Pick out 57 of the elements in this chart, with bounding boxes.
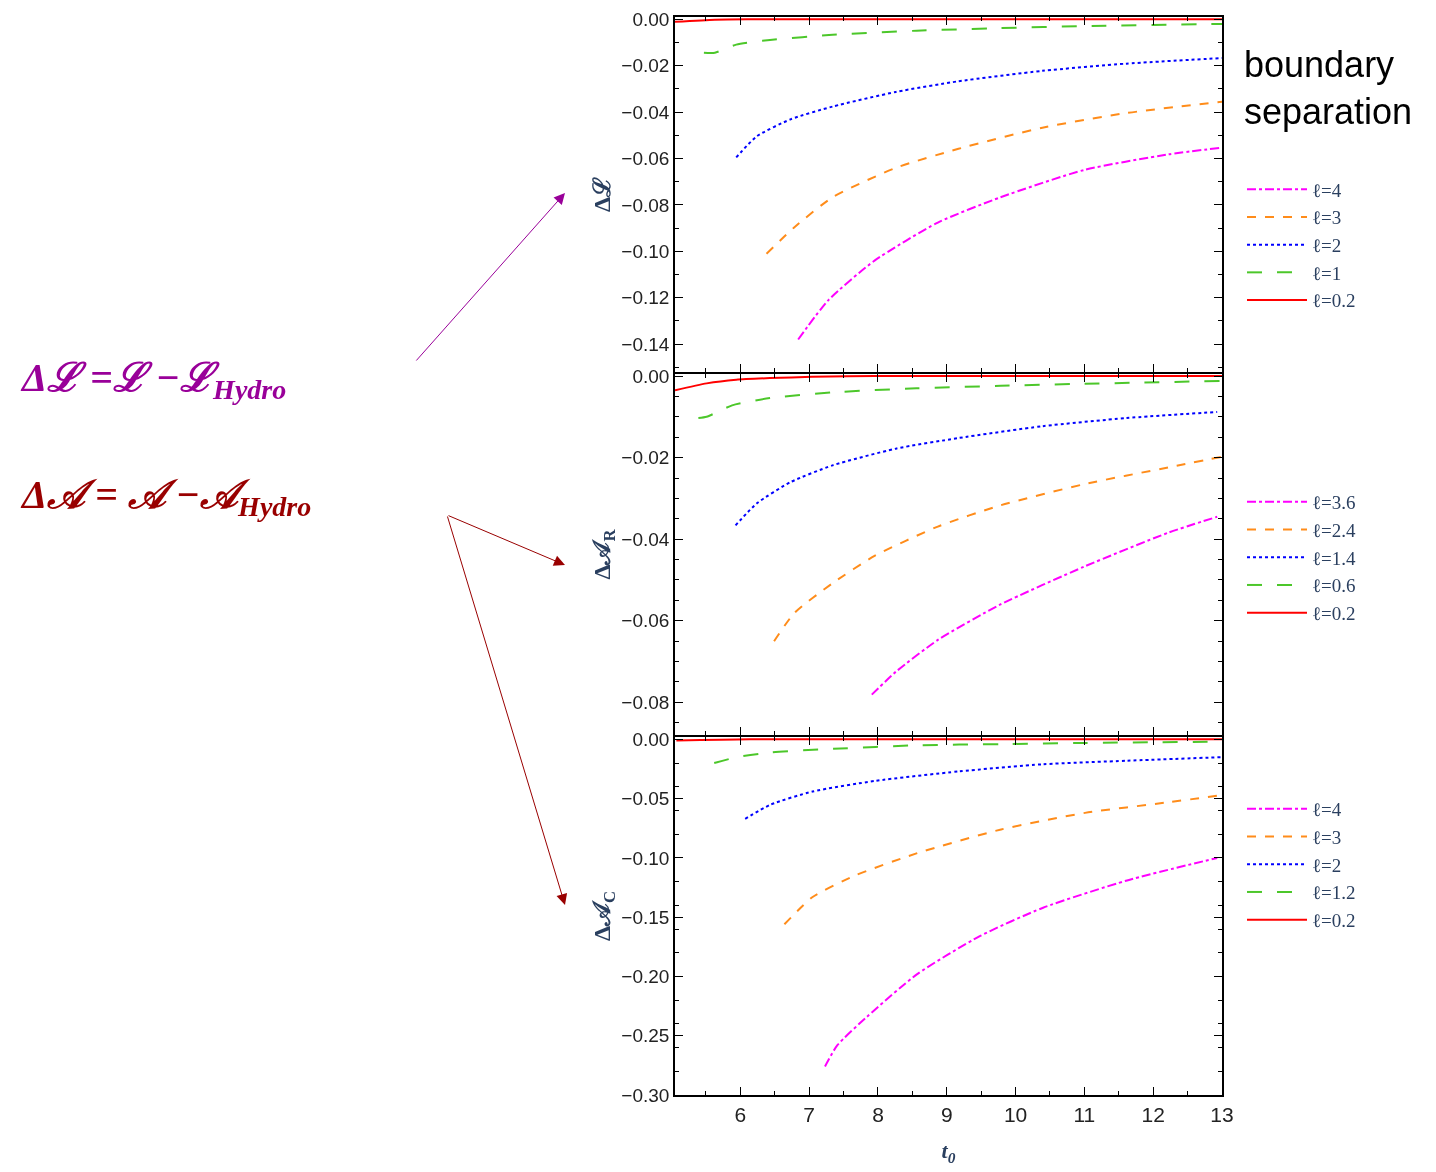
x-axis-title: t$_{0}$ [941, 1138, 956, 1166]
x-tick-label: 9 [940, 1102, 953, 1126]
y-tick-label: −0.20 [621, 966, 670, 988]
y-tick-label: −0.12 [621, 287, 670, 309]
legend-label: ℓ=0.2 [1312, 910, 1356, 932]
y-tick-label: −0.05 [621, 788, 670, 810]
y-tick-label: −0.04 [621, 528, 670, 550]
legend-label: ℓ=2 [1312, 235, 1342, 257]
line-series [773, 455, 1222, 643]
legend-label: ℓ=1.4 [1312, 547, 1357, 569]
legend-label: ℓ=4 [1312, 179, 1342, 201]
line-series [765, 100, 1222, 255]
y-tick-label: −0.25 [621, 1025, 670, 1047]
legend-label: ℓ=0.2 [1312, 290, 1356, 312]
line-series [744, 756, 1222, 820]
legend-label: ℓ=1 [1312, 262, 1342, 284]
text: Δ𝒜 = 𝒜 −𝒜$_{Hydro}$ [20, 472, 312, 523]
legend-title: boundary separation [1244, 43, 1413, 132]
y-tick-label: −0.30 [621, 1084, 670, 1106]
x-tick-label: 6 [734, 1102, 747, 1126]
y-tick-label: −0.02 [621, 447, 670, 469]
line-series [735, 57, 1222, 159]
legend-label: ℓ=3.6 [1312, 492, 1356, 514]
y-tick-label: −0.02 [621, 55, 670, 77]
y-tick-label: −0.06 [621, 148, 670, 170]
legend-label: ℓ=3 [1312, 207, 1342, 229]
y-tick-label: −0.10 [621, 847, 670, 869]
y-tick-label: −0.10 [621, 241, 670, 262]
x-tick-label: 13 [1210, 1102, 1234, 1126]
line-series [797, 146, 1222, 341]
y-tick-label: −0.08 [621, 194, 670, 216]
y-tick-label: −0.06 [621, 610, 670, 632]
x-tick-label: 7 [803, 1102, 816, 1126]
x-tick-label: 10 [1003, 1102, 1028, 1126]
y-tick-label: 0.00 [632, 8, 670, 30]
legend-label: ℓ=2.4 [1312, 519, 1357, 541]
y-tick-label: −0.15 [621, 906, 670, 928]
legend-label: ℓ=4 [1312, 799, 1342, 821]
legend-label: ℓ=3 [1312, 826, 1342, 848]
y-tick-label: 0.00 [632, 365, 670, 387]
y-tick-label: −0.14 [621, 333, 670, 355]
legend-label: ℓ=2 [1312, 854, 1342, 876]
y-tick-label: −0.04 [621, 101, 670, 123]
x-tick-label: 8 [872, 1102, 884, 1126]
text: Δℒ =ℒ −ℒ$_{Hydro}$ [20, 355, 287, 406]
legend-label: ℓ=1.2 [1312, 882, 1356, 904]
line-series [870, 515, 1219, 696]
x-tick-label: 11 [1073, 1102, 1096, 1126]
x-tick-label: 12 [1141, 1102, 1165, 1126]
line-series [734, 410, 1219, 527]
legend-label: ℓ=0.2 [1312, 603, 1356, 625]
line-series [697, 379, 1222, 420]
y-tick-label: 0.00 [632, 729, 670, 751]
legend-label: ℓ=0.6 [1312, 575, 1356, 597]
y-axis-title: Δℒ [588, 176, 615, 213]
y-tick-label: −0.08 [621, 692, 670, 714]
line-series [702, 22, 1222, 54]
